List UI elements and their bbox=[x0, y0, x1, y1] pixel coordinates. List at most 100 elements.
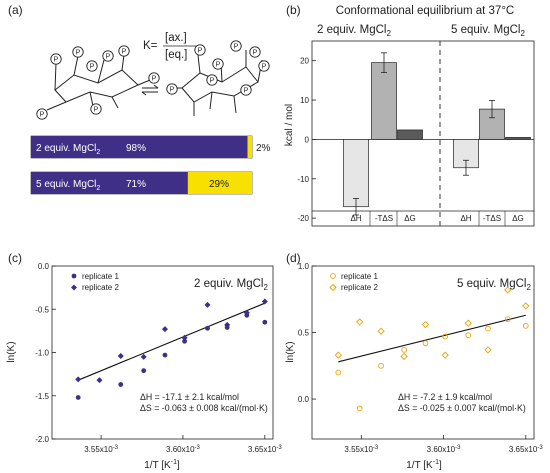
phosphate-label: P bbox=[152, 76, 157, 83]
equatorial-conformer-structure bbox=[46, 54, 151, 111]
phosphate-circle bbox=[206, 74, 218, 86]
enthalpy-stat: ΔH = -7.2 ± 1.9 kcal/mol bbox=[398, 392, 492, 402]
equilibrium-numerator: [ax.] bbox=[165, 32, 187, 44]
fit-line bbox=[77, 302, 266, 381]
legend-marker-replicate-2 bbox=[329, 283, 337, 292]
phosphate-group: P bbox=[240, 84, 252, 96]
phosphate-circle bbox=[118, 45, 130, 57]
bar bbox=[371, 62, 397, 140]
panel-c-scatter: ln(K) 1/T [K-1] 2 equiv. MgCl2 replicate… bbox=[6, 262, 282, 471]
data-points bbox=[334, 286, 530, 412]
phosphate-label: P bbox=[234, 44, 239, 51]
phosphate-group: P bbox=[86, 60, 98, 72]
entropy-stat: ΔS = -0.063 ± 0.008 kcal/(mol·K) bbox=[140, 403, 268, 413]
y-axis: 20 10 0 -10 -20 bbox=[297, 57, 534, 223]
data-point-replicate-1 bbox=[422, 340, 429, 347]
category-label: ΔH bbox=[460, 214, 471, 223]
equatorial-percent: 2% bbox=[256, 143, 271, 154]
phosphate-label: P bbox=[170, 87, 175, 94]
category-label: ΔH bbox=[350, 214, 361, 223]
data-point-replicate-1 bbox=[356, 405, 363, 412]
phosphate-circle bbox=[240, 84, 252, 96]
data-point-replicate-2 bbox=[261, 298, 268, 305]
phosphate-circle bbox=[72, 46, 84, 58]
phosphate-circle bbox=[50, 53, 62, 65]
legend-marker-replicate-1 bbox=[330, 273, 336, 279]
y-tick-label: 0.5 bbox=[298, 329, 310, 338]
data-point-replicate-1 bbox=[335, 369, 342, 376]
enthalpy-stat: ΔH = -17.1 ± 2.1 kcal/mol bbox=[140, 392, 239, 402]
x-axis-label: 1/T [K-1] bbox=[144, 459, 180, 471]
group-label-5equiv: 5 equiv. MgCl2 bbox=[451, 24, 525, 38]
data-point-replicate-2 bbox=[224, 321, 231, 328]
axial-phosphate-groups: P P P P P P P P bbox=[166, 40, 270, 96]
data-points bbox=[75, 298, 268, 400]
data-point-replicate-1 bbox=[162, 352, 168, 358]
y-tick-label: -2.0 bbox=[35, 435, 49, 444]
data-point-replicate-2 bbox=[243, 309, 250, 316]
bar bbox=[397, 129, 423, 140]
phosphate-label: P bbox=[76, 50, 81, 57]
category-label: -TΔS bbox=[483, 214, 501, 223]
data-point-replicate-2 bbox=[117, 352, 124, 359]
phosphate-group: P bbox=[166, 83, 178, 95]
entropy-stat: ΔS = -0.025 ± 0.007 kcal/(mol·K) bbox=[398, 403, 526, 413]
axial-fraction-bar bbox=[31, 172, 188, 194]
equilibrium-denominator: [eq.] bbox=[165, 49, 187, 61]
phosphate-label: P bbox=[94, 107, 99, 114]
y-tick-label: 1.0 bbox=[298, 262, 310, 271]
y-tick-label: 10 bbox=[300, 96, 309, 105]
phosphate-label: P bbox=[210, 78, 215, 85]
phosphate-circle bbox=[86, 60, 98, 72]
phosphate-group: P bbox=[102, 50, 114, 62]
data-point-replicate-2 bbox=[181, 334, 188, 341]
legend-marker-replicate-1 bbox=[71, 273, 77, 279]
phosphate-group: P bbox=[258, 60, 270, 72]
phosphate-group: P bbox=[148, 72, 160, 84]
panel-label-a: (a) bbox=[8, 3, 23, 17]
legend-marker-replicate-2 bbox=[71, 284, 77, 291]
data-point-replicate-2 bbox=[140, 353, 147, 360]
chart-title: Conformational equilibrium at 37°C bbox=[336, 5, 514, 17]
bar bbox=[343, 139, 369, 208]
data-point-replicate-2 bbox=[334, 351, 342, 359]
phosphate-circle bbox=[102, 50, 114, 62]
phosphate-group: P bbox=[90, 103, 102, 115]
category-label: ΔG bbox=[404, 214, 416, 223]
data-point-replicate-2 bbox=[96, 377, 103, 384]
data-point-replicate-2 bbox=[356, 318, 364, 326]
phosphate-label: P bbox=[198, 48, 203, 55]
bar bbox=[453, 139, 479, 169]
panel-b-bar-chart: Conformational equilibrium at 37°C 2 equ… bbox=[284, 5, 535, 227]
phosphate-circle bbox=[258, 60, 270, 72]
bar-label: 2 equiv. MgCl2 bbox=[36, 143, 100, 156]
x-tick-label: 3.60x10-3 bbox=[166, 445, 200, 454]
phosphate-circle bbox=[212, 58, 224, 70]
data-point-replicate-1 bbox=[522, 323, 529, 329]
equatorial-fraction-bar bbox=[247, 136, 252, 158]
data-point-replicate-2 bbox=[421, 320, 430, 329]
phosphate-group: P bbox=[50, 53, 62, 65]
phosphate-group: P bbox=[194, 44, 206, 56]
axial-fraction-bar bbox=[31, 136, 248, 158]
y-tick-label: 0 bbox=[305, 135, 310, 144]
legend: replicate 1 replicate 2 bbox=[329, 272, 378, 292]
plot-frame bbox=[311, 40, 535, 227]
data-point-replicate-2 bbox=[204, 301, 211, 308]
phosphate-group: P bbox=[249, 46, 261, 58]
phosphate-label: P bbox=[90, 64, 95, 71]
axial-percent: 98% bbox=[126, 143, 146, 154]
phosphate-group: P bbox=[36, 108, 48, 120]
data-point-replicate-1 bbox=[262, 319, 268, 325]
equatorial-percent: 29% bbox=[209, 179, 229, 190]
legend-label-replicate-2: replicate 2 bbox=[82, 283, 119, 292]
phosphate-circle bbox=[230, 40, 242, 52]
phosphate-label: P bbox=[244, 88, 249, 95]
phosphate-circle bbox=[90, 103, 102, 115]
bar-label: 5 equiv. MgCl2 bbox=[36, 179, 100, 192]
data-point-replicate-1 bbox=[485, 325, 491, 332]
phosphate-label: P bbox=[122, 49, 127, 56]
phosphate-label: P bbox=[253, 50, 258, 57]
panel-label-d: (d) bbox=[286, 251, 301, 265]
x-axis-label: 1/T [K-1] bbox=[406, 459, 442, 471]
